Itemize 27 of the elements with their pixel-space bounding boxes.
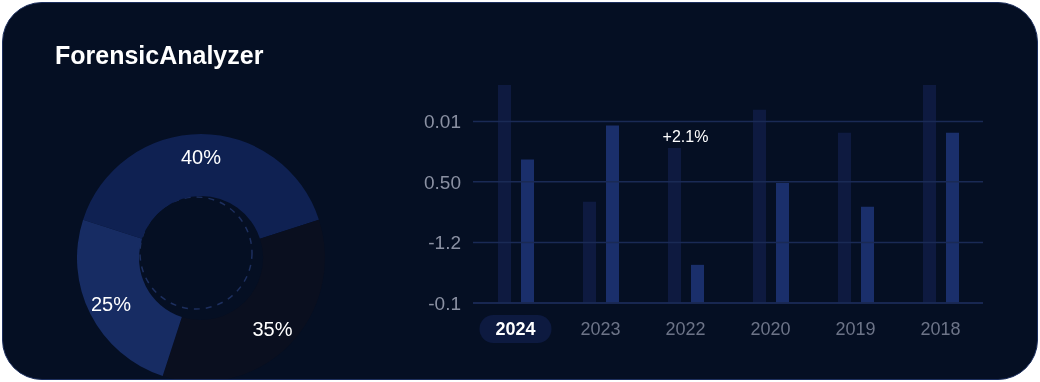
annotation: +2.1%: [662, 128, 709, 145]
bar: [861, 206, 874, 303]
bar: [668, 148, 681, 303]
bar: [923, 85, 936, 303]
text: 0.50: [424, 171, 461, 193]
bar: [753, 109, 766, 303]
bar: [606, 125, 619, 303]
bar: [691, 264, 704, 303]
x-tick-label: 2018: [920, 319, 961, 339]
bar: [946, 132, 959, 303]
x-tick-label: 2024: [495, 319, 536, 339]
data-label: 35%: [252, 318, 293, 341]
x-tick-label: 2022: [665, 319, 706, 339]
bar: [521, 159, 534, 303]
text: -1.2: [428, 232, 461, 254]
text: -0.1: [428, 292, 461, 314]
x-tick-label: 2020: [750, 319, 791, 339]
data-label: 40%: [180, 146, 222, 168]
text: 0.01: [424, 111, 461, 133]
chart-title: ForensicAnalyzer: [55, 41, 264, 70]
bar: [776, 183, 789, 303]
bar: [498, 85, 511, 303]
bar: [583, 201, 596, 303]
data-label: 25%: [90, 292, 132, 315]
x-tick-label: 2019: [835, 319, 876, 339]
x-tick-label: 2023: [580, 319, 621, 339]
bar: [838, 132, 851, 303]
